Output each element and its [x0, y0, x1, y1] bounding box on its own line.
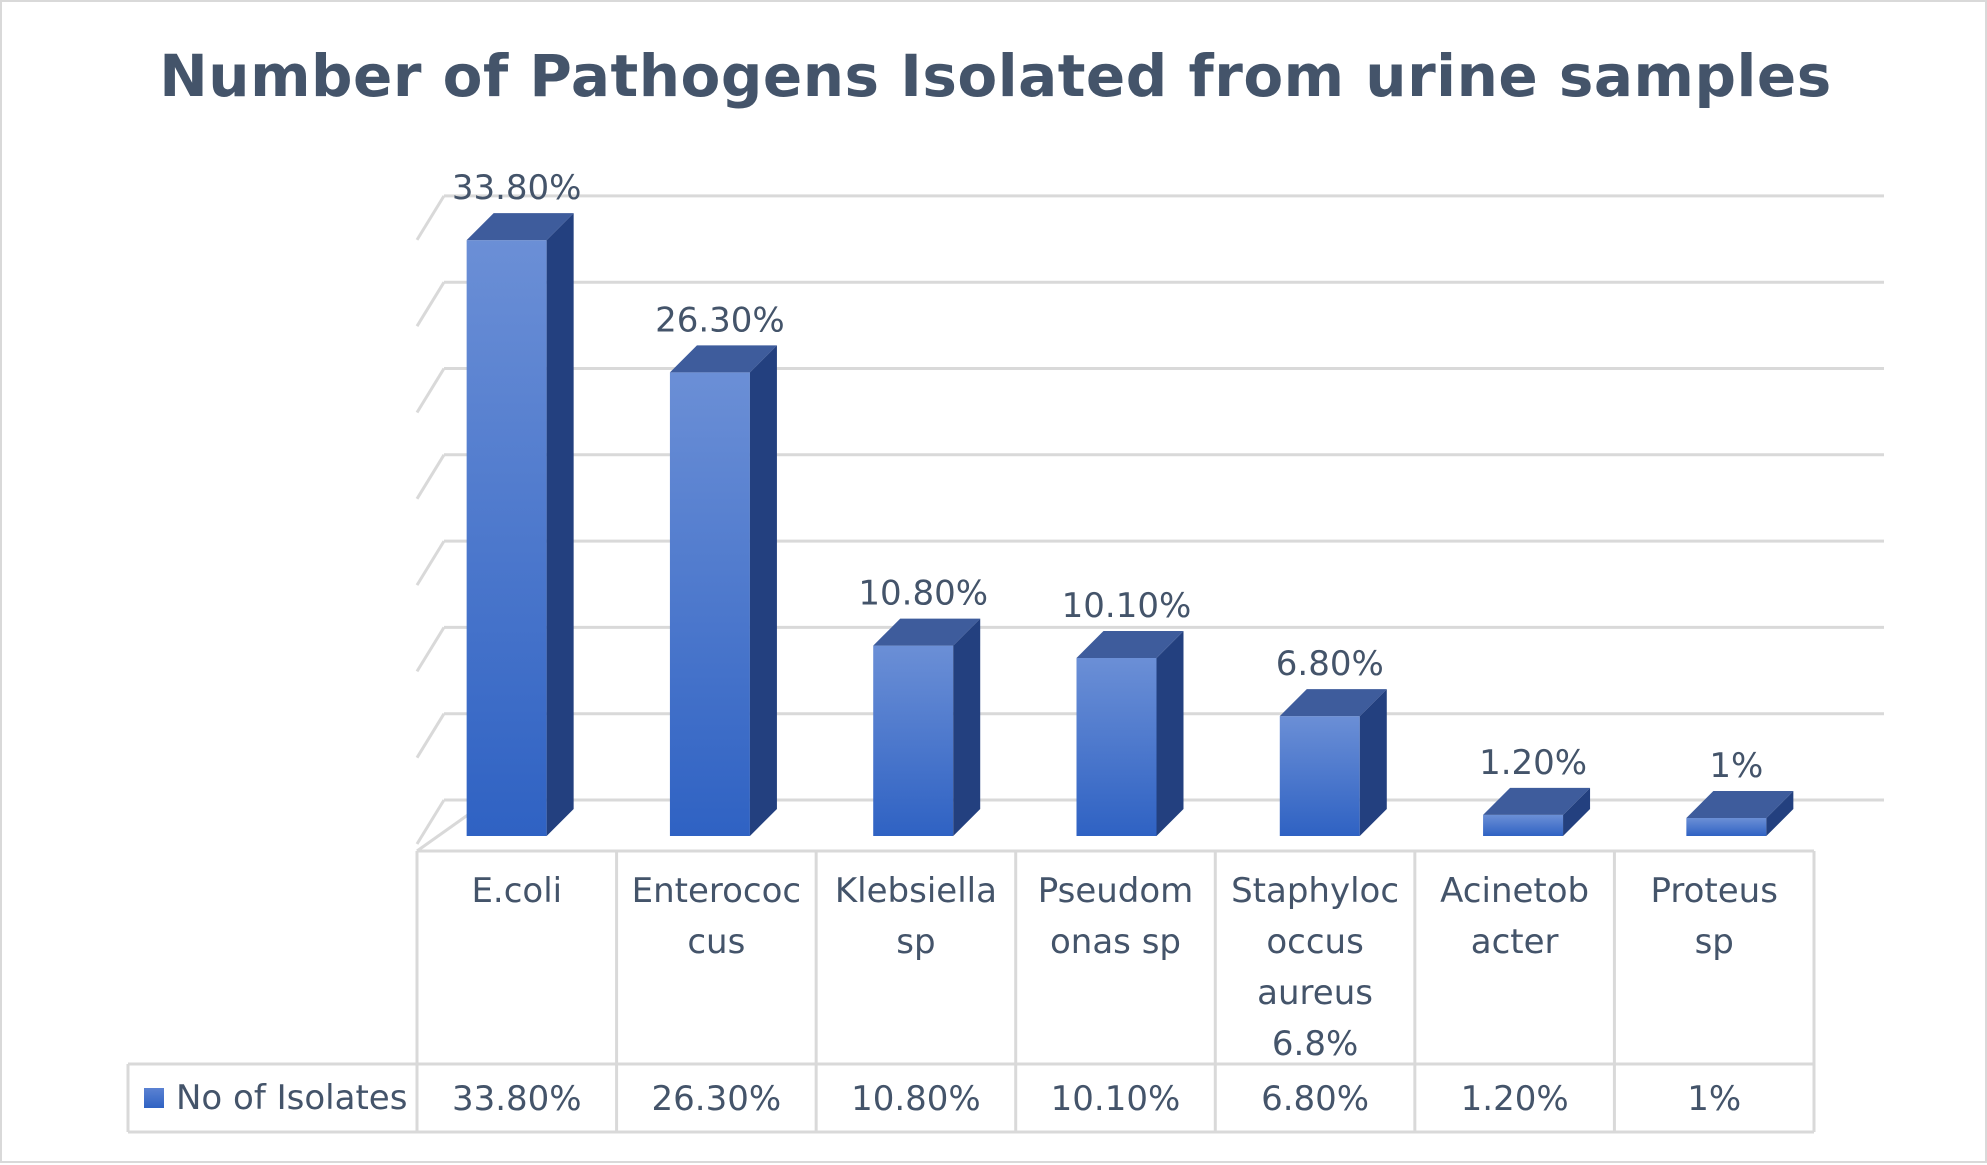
- category-label-line: Klebsiella: [835, 871, 997, 911]
- category-label-line: Staphyloc: [1231, 871, 1399, 911]
- category-label-line: Proteus: [1650, 871, 1777, 911]
- bar-top: [669, 345, 777, 373]
- bar-front: [873, 645, 954, 836]
- bar-front: [1076, 657, 1157, 836]
- data-label: 10.80%: [858, 574, 988, 614]
- category-label: Staphyloc occus aureus 6.8%: [1231, 871, 1399, 1064]
- category-label-line: sp: [1695, 922, 1734, 962]
- bar: [873, 618, 981, 836]
- data-label: 1%: [1709, 746, 1763, 786]
- chart-title: Number of Pathogens Isolated from urine …: [159, 42, 1832, 110]
- category-label: Klebsiella sp: [835, 871, 997, 962]
- category-label: Enterococ cus: [632, 871, 802, 962]
- bar-side: [1563, 787, 1591, 836]
- bar-top: [1483, 787, 1591, 815]
- gridline-side: [415, 281, 446, 327]
- data-label: 10.10%: [1062, 586, 1192, 626]
- bar: [1076, 630, 1184, 836]
- table-value-cell: 1.20%: [1461, 1079, 1569, 1119]
- category-label: Acinetob acter: [1440, 871, 1589, 962]
- category-label-line: onas sp: [1050, 922, 1181, 962]
- table-value-cell: 33.80%: [452, 1079, 582, 1119]
- category-label-line: E.coli: [471, 871, 562, 911]
- category-label-line: sp: [896, 922, 935, 962]
- category-label: Pseudom onas sp: [1038, 871, 1194, 962]
- bar-front: [1483, 814, 1564, 836]
- bar-front: [1686, 818, 1767, 836]
- category-label-line: acter: [1471, 922, 1559, 962]
- category-label-line: 6.8%: [1272, 1024, 1358, 1064]
- bar-side: [1156, 630, 1184, 836]
- table-value-cell: 26.30%: [652, 1079, 782, 1119]
- category-label-line: occus: [1266, 922, 1363, 962]
- bar: [1686, 791, 1794, 836]
- floor-edge: [416, 810, 473, 853]
- bar-side: [546, 213, 574, 836]
- table-value-cell: 6.80%: [1261, 1079, 1369, 1119]
- category-label-line: Pseudom: [1038, 871, 1194, 911]
- bar-front: [669, 372, 750, 836]
- category-label-line: Enterococ: [632, 871, 802, 911]
- bar-front: [1279, 716, 1360, 836]
- category-label: Proteus sp: [1650, 871, 1777, 962]
- bar-top: [1279, 689, 1387, 717]
- bar-side: [1766, 791, 1794, 836]
- table-value-cell: 1%: [1687, 1079, 1741, 1119]
- bar-top: [873, 618, 981, 646]
- bar: [1483, 787, 1591, 836]
- legend-key: [144, 1088, 164, 1108]
- bar-front: [466, 240, 547, 836]
- category-label: E.coli: [471, 871, 562, 911]
- category-label-line: cus: [687, 922, 745, 962]
- bar-top: [466, 213, 574, 241]
- gridline-side: [415, 799, 446, 845]
- gridline-side: [415, 195, 446, 241]
- bar-side: [1359, 689, 1387, 836]
- bars: [466, 213, 1794, 836]
- table-value-cell: 10.10%: [1051, 1079, 1181, 1119]
- data-table: E.coli Enterococ cus Klebsiella sp Pseudom ona…: [126, 849, 1816, 1134]
- data-labels: 33.80% 26.30% 10.80% 10.10% 6.80% 1.20% 1%: [452, 168, 1764, 786]
- data-label: 26.30%: [655, 300, 785, 340]
- category-label-line: Acinetob: [1440, 871, 1589, 911]
- gridline-side: [415, 540, 446, 586]
- bar: [1279, 689, 1387, 836]
- data-label: 6.80%: [1276, 644, 1384, 684]
- bar-side: [749, 345, 777, 836]
- bar-side: [953, 618, 981, 836]
- gridline-side: [415, 367, 446, 414]
- gridline-side: [415, 454, 446, 500]
- bar-top: [1076, 630, 1184, 658]
- bar-top: [1686, 791, 1794, 818]
- gridline-side: [415, 712, 446, 759]
- category-label-line: aureus: [1257, 973, 1373, 1013]
- data-label: 1.20%: [1479, 743, 1587, 783]
- table-value-cell: 10.80%: [851, 1079, 981, 1119]
- bar: [466, 213, 574, 836]
- bar: [669, 345, 777, 836]
- data-label: 33.80%: [452, 168, 582, 208]
- gridline-side: [415, 626, 446, 673]
- legend-series-name: No of Isolates: [176, 1078, 407, 1118]
